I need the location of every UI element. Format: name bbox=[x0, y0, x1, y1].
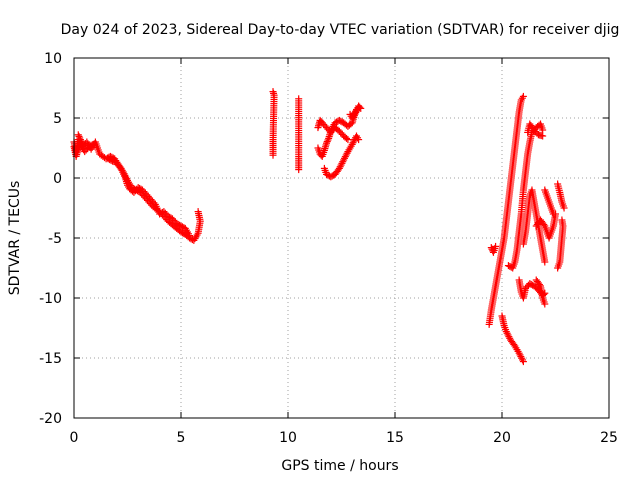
data-point bbox=[519, 358, 527, 366]
data-point bbox=[539, 132, 547, 140]
data-point bbox=[74, 131, 82, 139]
y-tick-label: 0 bbox=[53, 171, 62, 187]
data-point bbox=[349, 112, 357, 120]
data-point bbox=[503, 329, 511, 337]
data-point bbox=[340, 156, 348, 164]
axis-ticks: 0 5 10 15 20 25 10 5 0 -5 -10 -15 -20 bbox=[39, 51, 618, 446]
data-point bbox=[541, 258, 549, 266]
data-point bbox=[502, 328, 510, 336]
data-point bbox=[76, 136, 84, 144]
data-point bbox=[339, 158, 347, 166]
data-point bbox=[539, 126, 547, 134]
data-point bbox=[518, 354, 526, 362]
data-point bbox=[150, 199, 158, 207]
data-point bbox=[342, 151, 350, 159]
data-point bbox=[344, 136, 352, 144]
data-point bbox=[335, 164, 343, 172]
data-point bbox=[549, 210, 557, 218]
data-point bbox=[519, 92, 527, 100]
y-tick-label: -5 bbox=[48, 231, 62, 247]
data-point bbox=[352, 107, 360, 115]
data-point bbox=[560, 204, 568, 212]
data-point bbox=[558, 216, 566, 224]
data-point bbox=[77, 137, 85, 145]
y-tick-label: 5 bbox=[53, 111, 62, 127]
data-point bbox=[348, 140, 356, 148]
data-point bbox=[269, 151, 277, 159]
data-point bbox=[492, 242, 500, 250]
data-point bbox=[350, 137, 358, 145]
data-point bbox=[324, 136, 332, 144]
data-point bbox=[341, 153, 349, 161]
data-point bbox=[295, 166, 303, 174]
data-point bbox=[340, 154, 348, 162]
y-tick-label: 10 bbox=[44, 51, 62, 67]
y-axis-label: SDTVAR / TECUs bbox=[7, 181, 23, 296]
data-point bbox=[323, 139, 331, 147]
data-point bbox=[348, 114, 356, 122]
data-point bbox=[336, 163, 344, 171]
chart-title: Day 024 of 2023, Sidereal Day-to-day VTE… bbox=[61, 22, 620, 38]
data-point bbox=[504, 331, 512, 339]
data-point bbox=[350, 111, 358, 119]
y-tick-label: -15 bbox=[39, 351, 62, 367]
data-point bbox=[357, 104, 365, 112]
x-tick-label: 15 bbox=[386, 430, 404, 446]
x-tick-label: 5 bbox=[177, 430, 186, 446]
data-point bbox=[79, 140, 87, 148]
x-tick-label: 0 bbox=[70, 430, 79, 446]
data-point bbox=[78, 139, 86, 147]
data-point bbox=[541, 300, 549, 308]
y-tick-label: -10 bbox=[39, 291, 62, 307]
data-point bbox=[337, 161, 345, 169]
data-point bbox=[535, 281, 543, 288]
data-point bbox=[355, 136, 363, 144]
data-point bbox=[351, 109, 359, 117]
data-point bbox=[505, 333, 513, 341]
data-point bbox=[323, 138, 331, 146]
y-tick-label: -20 bbox=[39, 411, 62, 427]
x-axis-label: GPS time / hours bbox=[281, 458, 398, 474]
data-point bbox=[88, 141, 96, 149]
data-point bbox=[515, 349, 523, 357]
data-point bbox=[76, 134, 84, 142]
data-point bbox=[194, 208, 202, 216]
data-point bbox=[186, 232, 194, 240]
data-point bbox=[516, 351, 524, 359]
data-point bbox=[338, 159, 346, 167]
data-point bbox=[89, 140, 97, 148]
x-tick-label: 20 bbox=[493, 430, 511, 446]
data-point bbox=[342, 134, 350, 142]
data-point bbox=[75, 132, 83, 140]
x-tick-label: 25 bbox=[600, 430, 618, 446]
x-tick-label: 10 bbox=[279, 430, 297, 446]
data-point bbox=[349, 139, 357, 147]
data-point bbox=[519, 356, 527, 364]
data-point bbox=[517, 353, 525, 361]
data-point bbox=[352, 106, 360, 114]
